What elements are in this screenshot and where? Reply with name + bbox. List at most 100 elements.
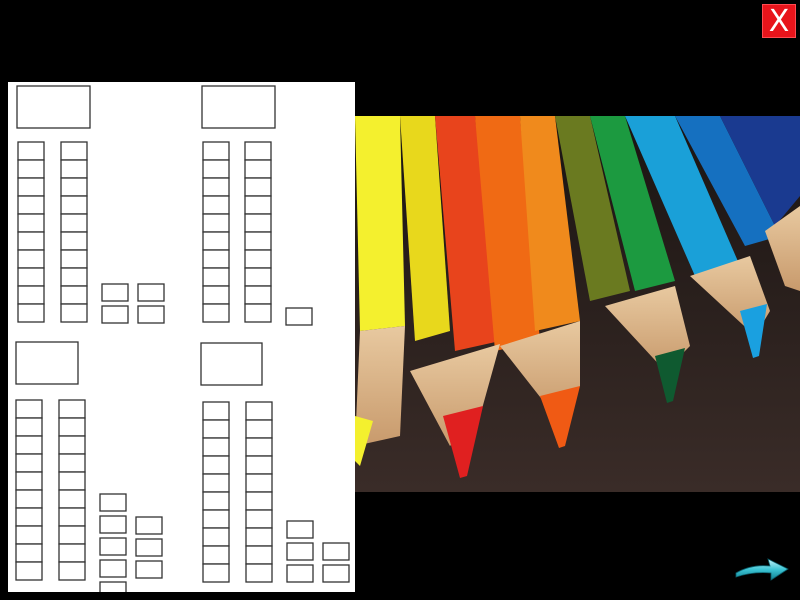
tens-column-cell xyxy=(17,141,45,161)
tens-column-cell xyxy=(245,509,273,529)
tens-column-cell xyxy=(15,525,43,545)
ones-cube xyxy=(99,581,127,592)
tens-column-cell xyxy=(15,543,43,563)
tens-column-cell xyxy=(17,231,45,251)
ones-cube xyxy=(137,283,165,302)
ones-cube xyxy=(285,307,313,326)
tens-column-cell xyxy=(17,303,45,323)
tens-column-cell xyxy=(17,213,45,233)
ones-cube xyxy=(286,520,314,539)
tens-column-cell xyxy=(245,455,273,475)
tens-column-cell xyxy=(60,267,88,287)
tens-column-cell xyxy=(58,525,86,545)
tens-column-cell xyxy=(245,491,273,511)
tens-column-cell xyxy=(202,141,230,161)
tens-column-cell xyxy=(245,563,273,583)
tens-column-cell xyxy=(60,177,88,197)
next-arrow-icon xyxy=(735,558,789,581)
tens-column-cell xyxy=(17,285,45,305)
ones-cube xyxy=(135,516,163,535)
tens-column-cell xyxy=(244,159,272,179)
tens-column-cell xyxy=(202,401,230,421)
tens-column-cell xyxy=(245,527,273,547)
ones-cube xyxy=(286,542,314,561)
tens-column-cell xyxy=(15,507,43,527)
tens-column-cell xyxy=(58,561,86,581)
tens-column-cell xyxy=(202,545,230,565)
tens-column-cell xyxy=(58,489,86,509)
tens-column-cell xyxy=(17,195,45,215)
close-button[interactable]: X xyxy=(762,4,796,39)
tens-column-cell xyxy=(17,267,45,287)
tens-column-cell xyxy=(15,471,43,491)
tens-column-cell xyxy=(245,545,273,565)
ones-cube xyxy=(135,538,163,557)
tens-column-cell xyxy=(202,303,230,323)
tens-column-cell xyxy=(202,509,230,529)
tens-column-cell xyxy=(244,195,272,215)
tens-column-cell xyxy=(202,437,230,457)
tens-column-cell xyxy=(202,491,230,511)
tens-column-cell xyxy=(202,563,230,583)
tens-column-cell xyxy=(15,435,43,455)
tens-column-cell xyxy=(60,249,88,269)
tens-column-cell xyxy=(58,417,86,437)
tens-column-cell xyxy=(244,141,272,161)
tens-column-cell xyxy=(202,527,230,547)
ones-cube xyxy=(135,560,163,579)
tens-column-cell xyxy=(244,213,272,233)
answer-box xyxy=(15,341,79,385)
tens-column-cell xyxy=(202,473,230,493)
tens-column-cell xyxy=(202,267,230,287)
tens-column-cell xyxy=(202,159,230,179)
tens-column-cell xyxy=(202,213,230,233)
next-button[interactable] xyxy=(734,556,790,586)
tens-column-cell xyxy=(202,455,230,475)
tens-column-cell xyxy=(60,303,88,323)
tens-column-cell xyxy=(58,543,86,563)
tens-column-cell xyxy=(244,303,272,323)
tens-column-cell xyxy=(244,285,272,305)
tens-column-cell xyxy=(244,249,272,269)
tens-column-cell xyxy=(244,267,272,287)
tens-column-cell xyxy=(60,213,88,233)
tens-column-cell xyxy=(58,453,86,473)
tens-column-cell xyxy=(58,507,86,527)
tens-column-cell xyxy=(17,177,45,197)
tens-column-cell xyxy=(244,231,272,251)
ones-cube xyxy=(286,564,314,583)
tens-column-cell xyxy=(15,489,43,509)
tens-column-cell xyxy=(202,231,230,251)
tens-column-cell xyxy=(60,141,88,161)
tens-column-cell xyxy=(245,473,273,493)
tens-column-cell xyxy=(245,401,273,421)
tens-column-cell xyxy=(60,231,88,251)
ones-cube xyxy=(322,564,350,583)
tens-column-cell xyxy=(202,177,230,197)
ones-cube xyxy=(101,305,129,324)
tens-column-cell xyxy=(60,159,88,179)
ones-cube xyxy=(322,542,350,561)
ones-cube xyxy=(101,283,129,302)
tens-column-cell xyxy=(60,285,88,305)
ones-cube xyxy=(99,515,127,534)
close-icon: X xyxy=(768,4,790,39)
tens-column-cell xyxy=(15,417,43,437)
place-value-worksheet xyxy=(8,82,355,592)
ones-cube xyxy=(99,493,127,512)
tens-column-cell xyxy=(15,453,43,473)
ones-cube xyxy=(99,559,127,578)
answer-box xyxy=(200,342,263,386)
tens-column-cell xyxy=(202,419,230,439)
tens-column-cell xyxy=(15,561,43,581)
tens-column-cell xyxy=(202,249,230,269)
tens-column-cell xyxy=(245,419,273,439)
tens-column-cell xyxy=(17,249,45,269)
tens-column-cell xyxy=(15,399,43,419)
tens-column-cell xyxy=(202,285,230,305)
tens-column-cell xyxy=(17,159,45,179)
ones-cube xyxy=(137,305,165,324)
tens-column-cell xyxy=(58,399,86,419)
colored-pencils-photo xyxy=(355,116,800,492)
